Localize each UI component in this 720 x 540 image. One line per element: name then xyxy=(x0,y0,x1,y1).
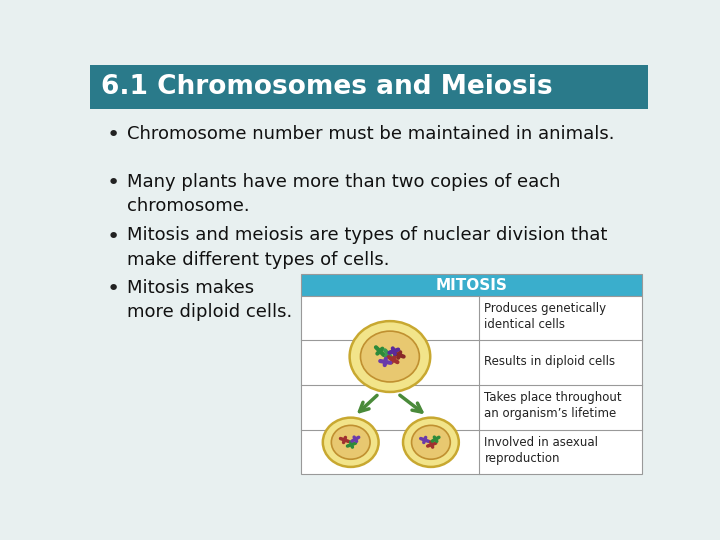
Ellipse shape xyxy=(412,426,450,459)
Text: •: • xyxy=(107,279,120,299)
Text: 6.1 Chromosomes and Meiosis: 6.1 Chromosomes and Meiosis xyxy=(101,74,552,100)
Text: Produces genetically
identical cells: Produces genetically identical cells xyxy=(485,302,606,331)
Text: Chromosome number must be maintained in animals.: Chromosome number must be maintained in … xyxy=(127,125,615,143)
Bar xyxy=(301,274,642,296)
Text: Mitosis makes
more diploid cells.: Mitosis makes more diploid cells. xyxy=(127,279,292,321)
Ellipse shape xyxy=(331,426,370,459)
Text: Many plants have more than two copies of each
chromosome.: Many plants have more than two copies of… xyxy=(127,173,561,215)
Text: Involved in asexual
reproduction: Involved in asexual reproduction xyxy=(485,436,598,465)
Ellipse shape xyxy=(350,321,431,392)
Text: Mitosis and meiosis are types of nuclear division that
make different types of c: Mitosis and meiosis are types of nuclear… xyxy=(127,226,608,269)
Text: •: • xyxy=(107,125,120,145)
Text: •: • xyxy=(107,173,120,193)
Ellipse shape xyxy=(323,417,379,467)
Bar xyxy=(301,296,642,475)
Text: MITOSIS: MITOSIS xyxy=(436,278,507,293)
Text: •: • xyxy=(107,226,120,246)
Bar xyxy=(90,65,648,110)
Text: Results in diploid cells: Results in diploid cells xyxy=(485,355,616,368)
Ellipse shape xyxy=(361,331,419,382)
Text: Takes place throughout
an organism’s lifetime: Takes place throughout an organism’s lif… xyxy=(485,392,622,421)
Ellipse shape xyxy=(403,417,459,467)
